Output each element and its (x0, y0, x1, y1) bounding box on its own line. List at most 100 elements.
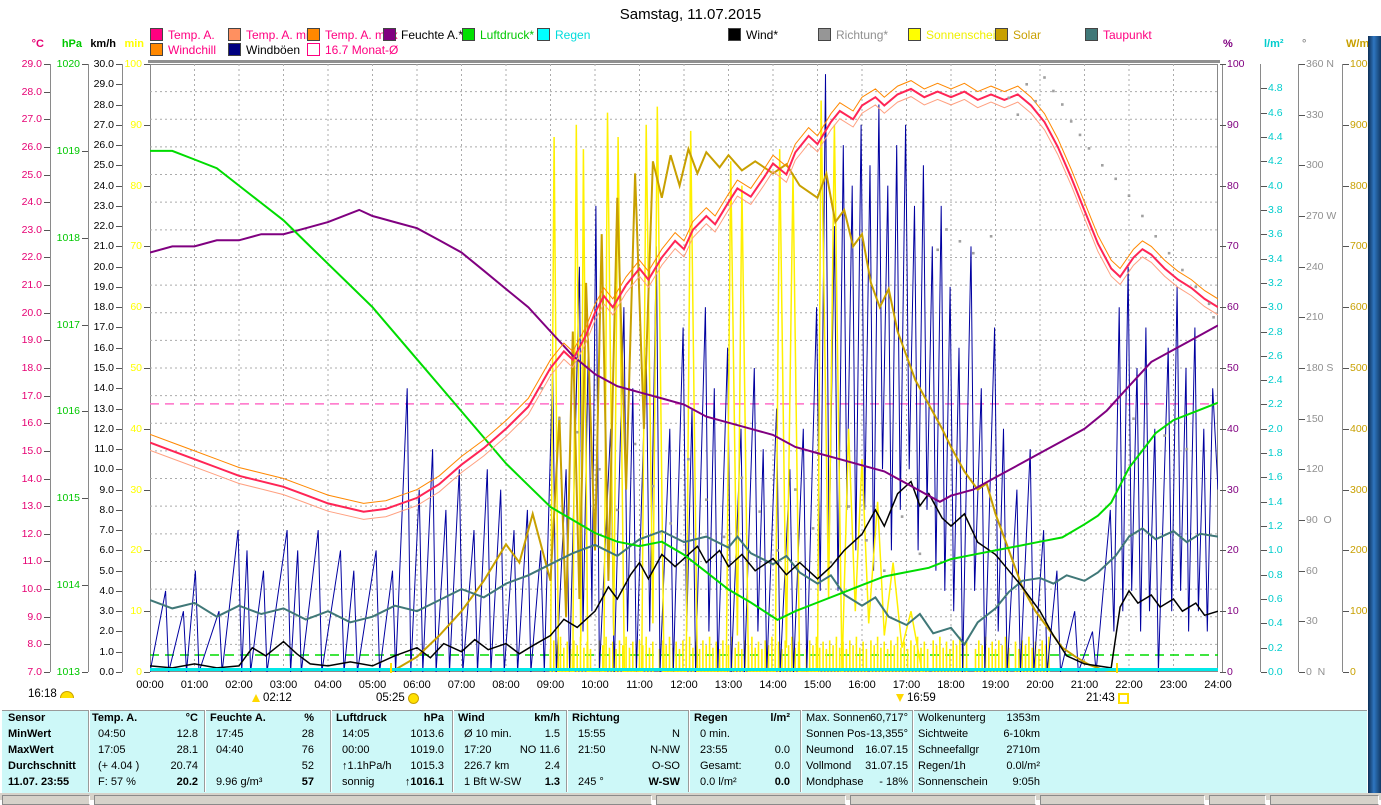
x-axis-label: 19:00 (981, 679, 1010, 691)
deg-axis-tick-label: 360 N (1306, 58, 1335, 70)
table-cell-label: 0.0 l/m² (700, 776, 737, 788)
legend-swatch (228, 43, 241, 56)
table-separator (800, 710, 802, 792)
pct-axis-tick-label: 90 (1227, 118, 1239, 131)
min-axis-tick-label: 50 (130, 362, 142, 374)
min-axis-unit: min (124, 38, 144, 50)
temp-axis-tick (44, 589, 50, 591)
kmh-axis-tick (116, 104, 122, 106)
temp-axis-tick (44, 340, 50, 342)
lm2-axis-tick (1261, 258, 1267, 260)
table-col-header: Temp. A. (92, 712, 138, 724)
table-cell-value: 16.07.15 (865, 744, 908, 756)
legend-label: Wind* (746, 27, 779, 42)
page-title: Samstag, 11.07.2015 (619, 6, 762, 23)
temp-axis-tick (44, 119, 50, 121)
status-bar-segment (850, 795, 1036, 805)
hpa-axis-tick (82, 672, 88, 673)
legend-label: Windböen (246, 42, 301, 57)
legend-item-luftdruck-: Luftdruck* (462, 28, 534, 42)
kmh-axis-tick (116, 165, 122, 167)
table-cell-value: 28 (301, 728, 314, 740)
pct-axis-tick (1220, 64, 1226, 65)
kmh-axis-tick (116, 286, 122, 288)
legend-swatch (150, 43, 163, 56)
table-cell-value: 60,717° (869, 712, 908, 724)
x-axis-label: 02:00 (225, 679, 253, 691)
hpa-axis-tick (82, 585, 88, 587)
legend-swatch (228, 28, 241, 41)
deg-axis-tick (1299, 114, 1305, 116)
lm2-axis-tick-label: 0.0 (1268, 666, 1283, 678)
lm2-axis-tick (1261, 404, 1267, 406)
kmh-axis-tick-label: 11.0 (94, 443, 114, 456)
table-cell-value: 52 (301, 760, 314, 772)
table-cell-label: 245 ° (578, 776, 604, 788)
temp-axis-tick-label: 15.0 (21, 444, 42, 457)
table-cell-value: 76 (301, 744, 314, 756)
legend-item-wind-: Wind* (728, 27, 779, 42)
deg-axis-unit: ° (1302, 38, 1307, 50)
kmh-axis-tick-label: 10.0 (93, 463, 114, 476)
wm2-axis-tick (1343, 428, 1349, 430)
kmh-axis-tick-label: 25.0 (93, 159, 114, 172)
table-separator (330, 710, 332, 792)
table-separator (452, 710, 454, 792)
min-axis-tick (144, 489, 150, 491)
deg-axis-tick (1299, 368, 1305, 369)
x-axis-label: 11:00 (626, 679, 653, 691)
temp-axis-tick-label: 23.0 (21, 223, 42, 236)
kmh-axis-tick-label: 5.0 (99, 564, 114, 577)
kmh-axis-tick-label: 23.0 (93, 199, 114, 212)
min-axis-tick-label: 60 (130, 301, 142, 314)
lm2-axis-tick-label: 3.2 (1268, 276, 1283, 289)
table-cell-value: 1.5 (544, 728, 560, 740)
lm2-axis-tick (1261, 234, 1267, 236)
table-row-label: MinWert (8, 728, 52, 740)
deg-axis-tick-label: 90 O (1306, 514, 1332, 526)
wm2-axis-tick (1343, 489, 1349, 491)
hpa-axis-tick (82, 498, 88, 500)
lm2-axis-tick (1261, 88, 1267, 90)
moonrise-marker: 02:12 (252, 692, 292, 704)
x-axis-label: 14:00 (759, 679, 787, 691)
deg-axis-tick (1299, 266, 1305, 268)
pct-axis-unit: % (1223, 38, 1233, 50)
legend-item-16-7-monat-: 16.7 Monat-Ø (307, 43, 398, 57)
temp-axis-tick-label: 13.0 (21, 500, 42, 513)
hpa-axis-tick (82, 324, 88, 326)
table-cell-label: (+ 4.04 ) (98, 760, 140, 772)
kmh-axis-tick (116, 246, 122, 248)
temp-axis-tick-label: 12.0 (21, 527, 42, 540)
lm2-axis-tick-label: 0.6 (1268, 593, 1283, 606)
table-cell-value: 9:05h (1012, 776, 1040, 788)
hpa-axis-tick-label: 1018 (56, 231, 80, 244)
temp-axis-tick (44, 229, 50, 231)
lm2-axis-tick-label: 0.4 (1268, 617, 1283, 630)
lm2-axis-tick-label: 4.8 (1268, 82, 1283, 95)
min-axis-tick-label: 30 (130, 483, 142, 496)
x-axis-label: 20:00 (1026, 679, 1054, 691)
kmh-axis-tick (116, 428, 122, 430)
temp-axis-tick (44, 423, 50, 425)
table-col-unit: l/m² (770, 712, 790, 724)
min-axis-tick (144, 246, 150, 248)
lm2-axis-tick-label: 4.2 (1268, 155, 1283, 168)
kmh-axis-tick-label: 20.0 (93, 260, 114, 273)
pct-axis-tick-label: 70 (1227, 240, 1239, 253)
table-separator (88, 710, 90, 792)
kmh-axis-tick-label: 22.0 (93, 220, 114, 233)
legend-label: Taupunkt (1103, 27, 1152, 42)
x-axis-label: 22:00 (1115, 679, 1143, 691)
temp-axis-tick-label: 26.0 (21, 140, 42, 153)
table-col-unit (631, 710, 680, 726)
table-cell-label: Regen/1h (918, 760, 966, 772)
wm2-axis-tick-label: 600 (1350, 301, 1368, 314)
pct-axis-tick (1220, 246, 1226, 248)
table-cell-label: Vollmond (806, 760, 852, 772)
sunrise-axis-tick (390, 663, 392, 673)
x-axis-label: 17:00 (892, 679, 921, 691)
table-cell-value: W-SW (648, 776, 680, 788)
x-axis-label: 12:00 (670, 679, 698, 691)
window-edge-strip (1368, 36, 1381, 793)
